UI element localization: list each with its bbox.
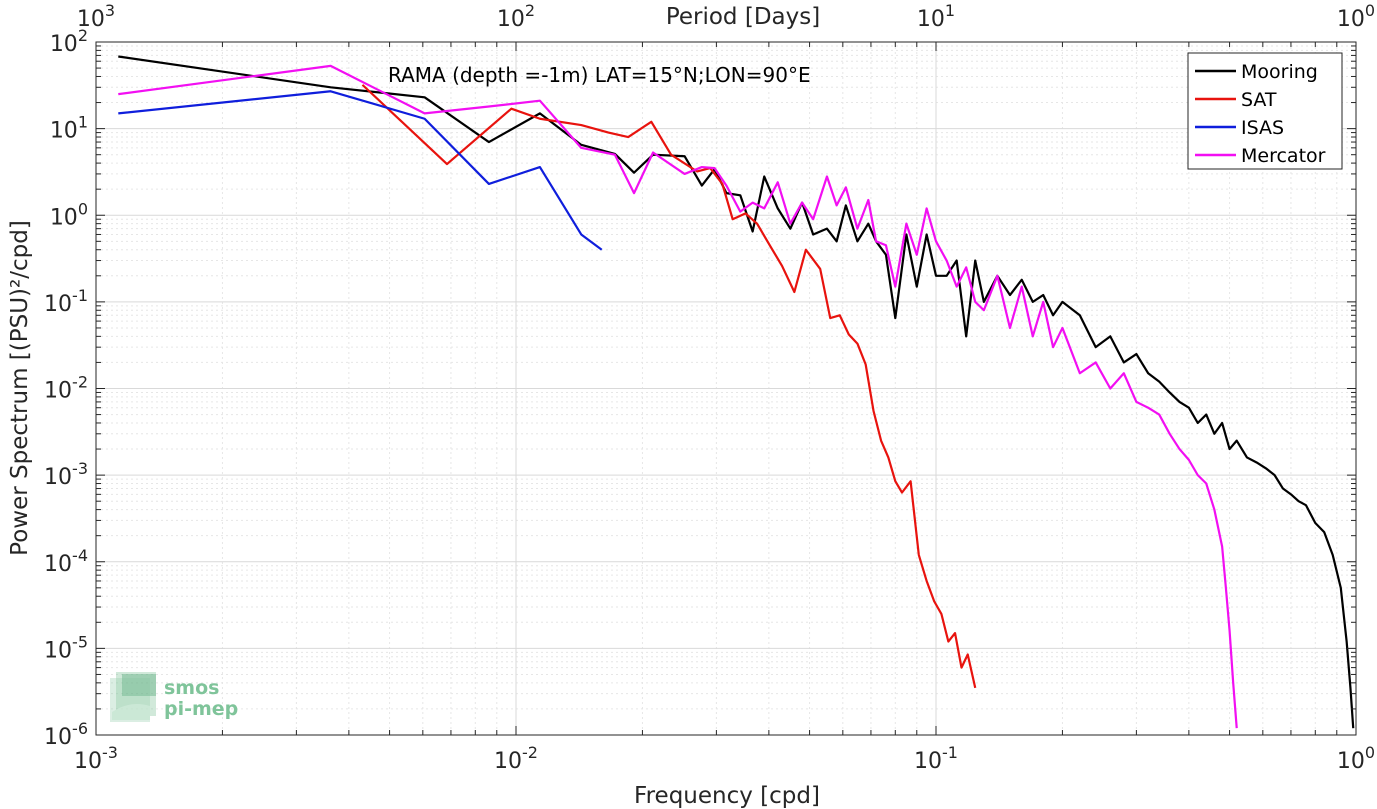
top-tick-labels: 103 102 101 100 — [77, 1, 1375, 32]
series-line-isas — [118, 90, 603, 251]
y-tick-label: 10-4 — [44, 546, 88, 577]
y-tick-label: 101 — [50, 113, 88, 144]
series-line-sat — [361, 84, 977, 689]
x-tick-label: 10-3 — [74, 743, 118, 774]
series-lines — [118, 55, 1355, 729]
chart-annotation: RAMA (depth =-1m) LAT=15°N;LON=90°E — [388, 63, 811, 87]
top-axis-title: Period [Days] — [666, 4, 820, 30]
top-tick-label: 101 — [917, 1, 955, 32]
top-tick-label: 100 — [1337, 1, 1375, 32]
legend-items: Mooring SAT ISAS Mercator — [1195, 61, 1326, 167]
x-tick-label: 10-1 — [914, 743, 958, 774]
legend-label-isas: ISAS — [1241, 117, 1284, 139]
y-tick-label: 10-2 — [44, 373, 88, 404]
x-tick-label: 10-2 — [494, 743, 538, 774]
y-tick-label: 10-6 — [44, 719, 88, 750]
smos-pi-mep-logo: smos pi-mep — [110, 672, 238, 722]
y-tick-label: 102 — [50, 26, 88, 57]
y-tick-label: 10-5 — [44, 632, 88, 663]
logo-line-1: smos — [164, 677, 219, 699]
y-tick-labels: 102 101 100 10-1 10-2 10-3 10-4 10-5 10-6 — [44, 26, 88, 750]
top-tick-label: 102 — [497, 1, 535, 32]
plot-area — [95, 41, 1357, 736]
y-axis-title: Power Spectrum [(PSU)²/cpd] — [7, 220, 33, 556]
legend: Mooring SAT ISAS Mercator — [1187, 52, 1343, 170]
logo-mark — [110, 672, 156, 722]
series-line-mercator — [118, 64, 1238, 729]
y-tick-label: 10-3 — [44, 459, 88, 490]
x-tick-labels: 10-3 10-2 10-1 100 — [74, 743, 1375, 774]
legend-label-mercator: Mercator — [1241, 145, 1326, 167]
top-tick-label: 103 — [77, 1, 115, 32]
x-tick-label: 100 — [1337, 743, 1375, 774]
tick-marks — [95, 41, 1357, 736]
y-tick-label: 100 — [50, 199, 88, 230]
y-tick-label: 10-1 — [44, 286, 88, 317]
x-axis-title: Frequency [cpd] — [634, 783, 820, 809]
legend-box — [1187, 52, 1343, 170]
legend-label-mooring: Mooring — [1241, 61, 1318, 83]
logo-line-2: pi-mep — [164, 698, 238, 720]
legend-label-sat: SAT — [1241, 89, 1277, 111]
